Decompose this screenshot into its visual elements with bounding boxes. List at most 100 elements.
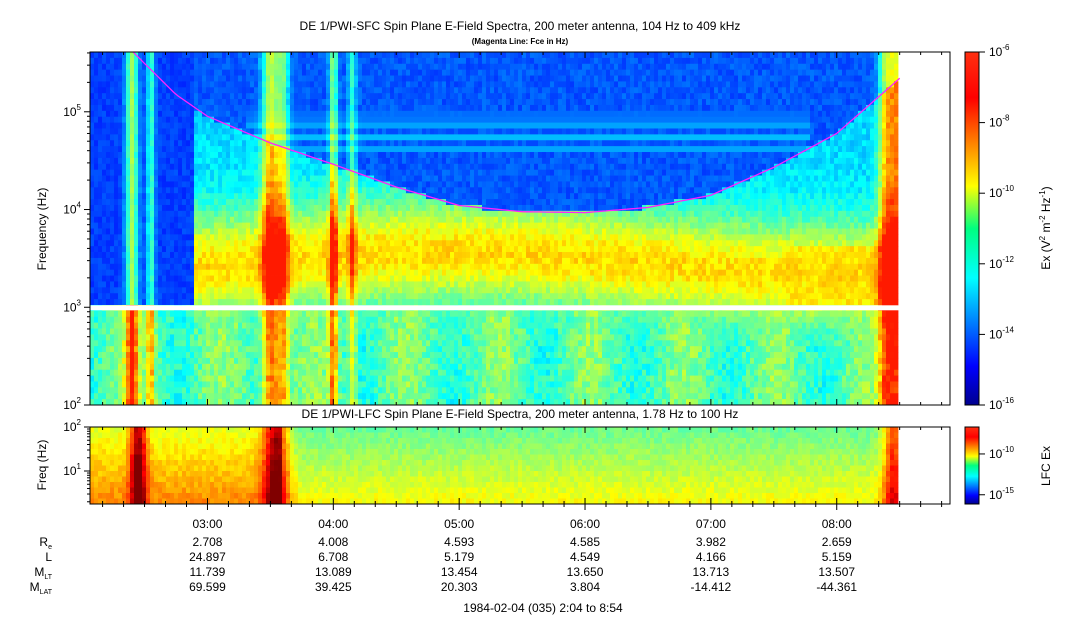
sfc-heatmap-cell	[146, 146, 151, 153]
sfc-heatmap-cell	[338, 52, 343, 59]
sfc-heatmap-cell	[274, 222, 279, 229]
sfc-heatmap-cell	[298, 263, 303, 271]
sfc-heatmap-cell	[126, 99, 131, 106]
sfc-heatmap-cell	[374, 275, 379, 282]
sfc-heatmap-cell	[174, 69, 179, 76]
sfc-heatmap-cell	[146, 269, 151, 276]
sfc-heatmap-cell	[138, 69, 143, 76]
sfc-heatmap-cell	[182, 140, 187, 147]
sfc-heatmap-cell	[402, 104, 407, 112]
sfc-heatmap-cell	[418, 234, 423, 241]
sfc-heatmap-cell	[302, 234, 307, 241]
sfc-heatmap-cell	[98, 387, 103, 394]
sfc-heatmap-cell	[238, 228, 243, 235]
sfc-heatmap-cell	[346, 175, 351, 182]
sfc-heatmap-cell	[266, 175, 271, 182]
sfc-heatmap-cell	[354, 287, 359, 294]
sfc-heatmap-cell	[270, 93, 275, 100]
sfc-heatmap-cell	[238, 104, 243, 112]
sfc-heatmap-cell	[302, 357, 307, 365]
sfc-heatmap-cell	[406, 175, 411, 182]
sfc-heatmap-cell	[170, 216, 175, 224]
sfc-heatmap-cell	[242, 99, 247, 106]
sfc-heatmap-cell	[406, 140, 411, 147]
sfc-heatmap-cell	[330, 163, 335, 171]
sfc-heatmap-cell	[278, 234, 283, 241]
sfc-heatmap-cell	[366, 199, 371, 206]
sfc-heatmap-cell	[266, 275, 271, 282]
sfc-heatmap-cell	[134, 328, 139, 335]
sfc-heatmap-cell	[170, 381, 175, 388]
sfc-heatmap-cell	[162, 310, 167, 318]
sfc-heatmap-cell	[150, 81, 155, 88]
sfc-heatmap-cell	[234, 246, 239, 253]
sfc-heatmap-cell	[170, 240, 175, 247]
sfc-heatmap-cell	[98, 110, 103, 118]
sfc-heatmap-cell	[170, 328, 175, 335]
sfc-heatmap-cell	[186, 87, 191, 94]
sfc-heatmap-cell	[398, 128, 403, 135]
sfc-heatmap-cell	[370, 216, 375, 224]
sfc-heatmap-cell	[102, 140, 107, 147]
sfc-heatmap-cell	[250, 140, 255, 147]
sfc-heatmap-cell	[334, 363, 339, 371]
sfc-heatmap-cell	[334, 175, 339, 182]
sfc-heatmap-cell	[342, 163, 347, 171]
sfc-heatmap-cell	[330, 299, 335, 306]
sfc-heatmap-cell	[290, 187, 295, 194]
sfc-heatmap-cell	[418, 69, 423, 76]
sfc-heatmap-cell	[250, 369, 255, 376]
sfc-heatmap-cell	[246, 263, 251, 271]
sfc-heatmap-cell	[262, 269, 267, 276]
sfc-heatmap-cell	[238, 163, 243, 171]
sfc-heatmap-cell	[178, 122, 183, 129]
sfc-heatmap-cell	[338, 399, 343, 405]
sfc-heatmap-cell	[266, 387, 271, 394]
sfc-heatmap-cell	[118, 387, 123, 394]
sfc-heatmap-cell	[94, 363, 99, 371]
sfc-heatmap-cell	[398, 175, 403, 182]
sfc-heatmap-cell	[290, 140, 295, 147]
sfc-heatmap-cell	[218, 57, 223, 65]
sfc-heatmap-cell	[374, 87, 379, 94]
sfc-heatmap-cell	[398, 352, 403, 359]
sfc-heatmap-cell	[290, 363, 295, 371]
sfc-heatmap-cell	[194, 157, 199, 165]
sfc-heatmap-cell	[258, 393, 263, 400]
sfc-heatmap-cell	[358, 222, 363, 229]
sfc-heatmap-cell	[202, 369, 207, 376]
sfc-heatmap-cell	[142, 234, 147, 241]
sfc-heatmap-cell	[334, 257, 339, 265]
sfc-heatmap-cell	[414, 328, 419, 335]
sfc-heatmap-cell	[342, 199, 347, 206]
sfc-heatmap-cell	[158, 187, 163, 194]
sfc-heatmap-cell	[366, 340, 371, 347]
sfc-heatmap-cell	[242, 63, 247, 71]
sfc-heatmap-cell	[210, 187, 215, 194]
sfc-heatmap-cell	[218, 310, 223, 318]
sfc-heatmap-cell	[374, 57, 379, 65]
sfc-heatmap-cell	[250, 252, 255, 259]
sfc-heatmap-cell	[226, 375, 231, 382]
sfc-heatmap-cell	[334, 240, 339, 247]
sfc-heatmap-cell	[138, 334, 143, 341]
sfc-heatmap-cell	[290, 334, 295, 341]
sfc-heatmap-cell	[218, 375, 223, 382]
sfc-heatmap-cell	[362, 269, 367, 276]
sfc-heatmap-cell	[146, 340, 151, 347]
sfc-heatmap-cell	[126, 375, 131, 382]
sfc-heatmap-cell	[386, 87, 391, 94]
sfc-heatmap-cell	[306, 369, 311, 376]
sfc-heatmap-cell	[378, 257, 383, 265]
sfc-heatmap-cell	[350, 163, 355, 171]
sfc-heatmap-cell	[258, 381, 263, 388]
sfc-heatmap-cell	[350, 222, 355, 229]
sfc-heatmap-cell	[362, 116, 367, 123]
sfc-heatmap-cell	[358, 228, 363, 235]
sfc-heatmap-cell	[122, 81, 127, 88]
sfc-heatmap-cell	[222, 381, 227, 388]
sfc-heatmap-cell	[162, 87, 167, 94]
sfc-heatmap-cell	[322, 281, 327, 288]
sfc-heatmap-cell	[214, 146, 219, 153]
sfc-heatmap-cell	[258, 134, 263, 141]
